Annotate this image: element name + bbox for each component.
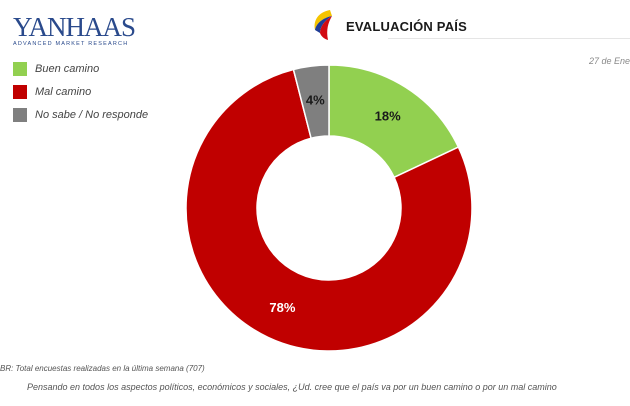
date-label: 27 de Ene <box>588 56 630 66</box>
legend-label: Buen camino <box>35 62 100 75</box>
legend-item-mal-camino: Mal camino <box>13 80 148 103</box>
page-title: EVALUACIÓN PAÍS <box>346 18 467 34</box>
legend-item-buen-camino: Buen camino <box>13 57 148 80</box>
base-note: BR: Total encuestas realizadas en la últ… <box>0 364 205 373</box>
data-label-no-sabe: 4% <box>306 92 325 107</box>
slice-mal-camino <box>185 68 473 352</box>
data-label-buen-camino: 18% <box>375 109 401 124</box>
colombia-flag-icon <box>314 10 332 40</box>
legend-label: No sabe / No responde <box>35 108 149 121</box>
data-label-mal-camino: 78% <box>269 300 295 315</box>
slice-buen-camino <box>328 64 460 179</box>
brand-name: YANHAAS <box>13 12 136 42</box>
brand-logo: YANHAAS ADVANCED MARKET RESEARCH <box>13 12 136 48</box>
slice-no-sabe <box>292 64 330 140</box>
legend-item-no-sabe: No sabe / No responde <box>13 103 148 126</box>
brand-subtitle: ADVANCED MARKET RESEARCH <box>13 41 129 47</box>
header-divider <box>388 38 630 39</box>
survey-question: Pensando en todos los aspectos políticos… <box>27 382 557 392</box>
chart-legend: Buen camino Mal camino No sabe / No resp… <box>13 57 148 126</box>
legend-swatch-mal-camino <box>13 84 27 99</box>
legend-label: Mal camino <box>35 85 92 98</box>
legend-swatch-buen-camino <box>13 61 27 76</box>
header: EVALUACIÓN PAÍS <box>310 8 467 44</box>
legend-swatch-no-sabe <box>13 107 27 122</box>
